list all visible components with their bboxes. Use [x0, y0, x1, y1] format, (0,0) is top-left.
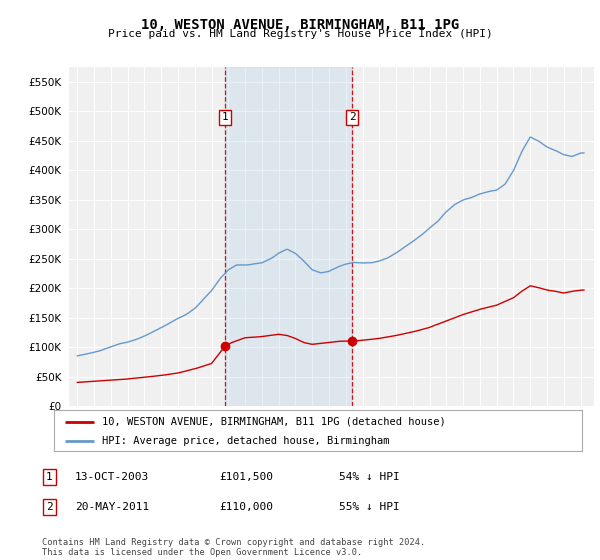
Text: Contains HM Land Registry data © Crown copyright and database right 2024.
This d: Contains HM Land Registry data © Crown c…: [42, 538, 425, 557]
Text: 2: 2: [349, 113, 356, 122]
Text: 2: 2: [46, 502, 53, 512]
Text: £101,500: £101,500: [219, 472, 273, 482]
Text: 10, WESTON AVENUE, BIRMINGHAM, B11 1PG: 10, WESTON AVENUE, BIRMINGHAM, B11 1PG: [141, 18, 459, 32]
Text: £110,000: £110,000: [219, 502, 273, 512]
Text: 1: 1: [221, 113, 228, 122]
Text: 1: 1: [46, 472, 53, 482]
Text: HPI: Average price, detached house, Birmingham: HPI: Average price, detached house, Birm…: [101, 436, 389, 446]
Text: 10, WESTON AVENUE, BIRMINGHAM, B11 1PG (detached house): 10, WESTON AVENUE, BIRMINGHAM, B11 1PG (…: [101, 417, 445, 427]
Bar: [225, 67, 352, 406]
Text: 13-OCT-2003: 13-OCT-2003: [75, 472, 149, 482]
Text: 54% ↓ HPI: 54% ↓ HPI: [339, 472, 400, 482]
Text: Price paid vs. HM Land Registry's House Price Index (HPI): Price paid vs. HM Land Registry's House …: [107, 29, 493, 39]
Text: 20-MAY-2011: 20-MAY-2011: [75, 502, 149, 512]
Text: 55% ↓ HPI: 55% ↓ HPI: [339, 502, 400, 512]
